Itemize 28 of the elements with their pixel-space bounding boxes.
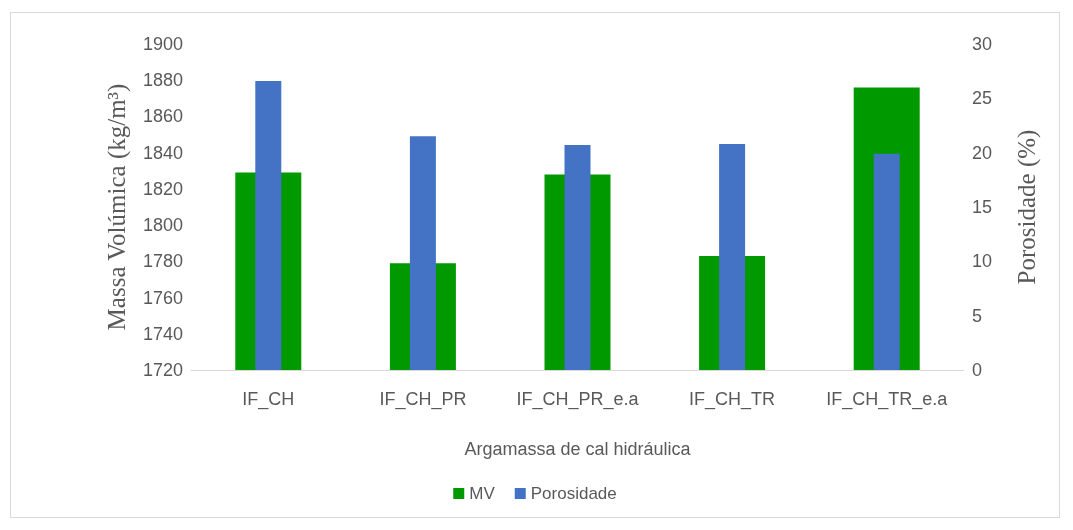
x-tick-label: IF_CH_PR_e.a <box>516 389 640 410</box>
x-tick-label: IF_CH_TR <box>689 389 776 410</box>
y-tick-label: 1880 <box>142 70 183 91</box>
y2-tick-label: 20 <box>972 142 993 163</box>
y-tick-label: 1820 <box>142 178 183 199</box>
y-tick-label: 1740 <box>142 323 183 344</box>
y2-tick-label: 15 <box>972 197 993 217</box>
bar <box>873 153 900 370</box>
y2-tick-label: 5 <box>972 305 983 326</box>
y-tick-label: 1860 <box>142 106 183 127</box>
x-tick-label: IF_CH_PR <box>379 389 467 410</box>
y-tick-label: 1780 <box>142 251 183 272</box>
y-tick-label: 1840 <box>142 142 183 163</box>
y2-tick-label: 10 <box>972 251 993 272</box>
x-axis-title: Argamassa de cal hidráulica <box>464 439 692 459</box>
y-tick-label: 1900 <box>142 34 183 54</box>
x-tick-label: IF_CH <box>242 389 295 410</box>
y2-tick-label: 0 <box>972 360 983 380</box>
legend-label: Porosidade <box>530 484 617 503</box>
y-tick-label: 1720 <box>142 360 183 380</box>
y2-tick-label: 30 <box>972 34 993 54</box>
y-tick-label: 1760 <box>142 287 183 308</box>
legend-label: MV <box>469 484 496 503</box>
y2-axis-title: Porosidade (%) <box>1013 129 1041 285</box>
y2-tick-label: 25 <box>972 88 993 109</box>
y-axis-title: Massa Volúmica (kg/m³) <box>103 83 131 331</box>
y-tick-label: 1800 <box>142 215 183 236</box>
x-tick-label: IF_CH_TR_e.a <box>826 389 949 410</box>
